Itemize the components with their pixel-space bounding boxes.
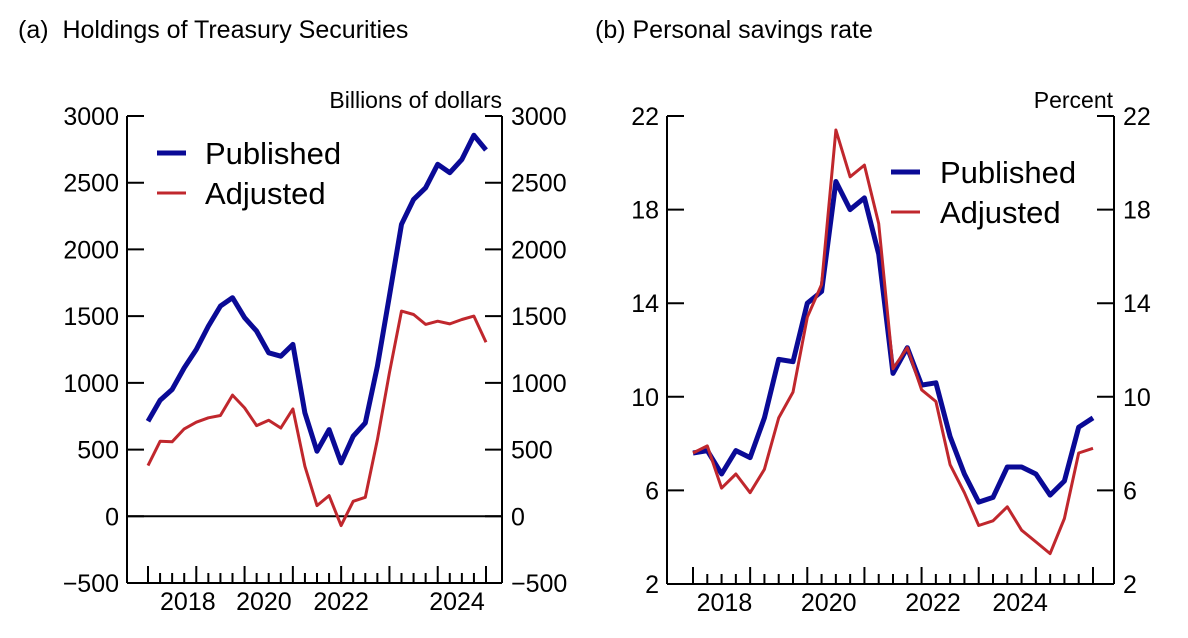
y-tick-label-right: 2 (1123, 571, 1137, 599)
y-tick-label-left: 0 (105, 503, 119, 531)
y-tick-label-left: 500 (77, 437, 119, 465)
y-tick-label-left: 18 (631, 197, 659, 225)
panel-title: (b) Personal savings rate (595, 16, 873, 44)
y-tick-label-right: −500 (511, 570, 567, 598)
series-line-published (145, 132, 488, 466)
y-tick-label-left: 2000 (63, 236, 119, 264)
y-tick-label-right: 3000 (511, 103, 567, 131)
y-tick-label-left: 10 (631, 384, 659, 412)
y-tick-label-left: 2500 (63, 170, 119, 198)
panel-title: (a) Holdings of Treasury Securities (18, 16, 408, 44)
legend-label: Adjusted (205, 176, 326, 211)
x-tick-label: 2020 (801, 589, 857, 617)
y-tick-label-right: 1500 (511, 303, 567, 331)
y-tick-label-left: 3000 (63, 103, 119, 131)
y-tick-label-right: 1000 (511, 370, 567, 398)
x-tick-label: 2022 (905, 589, 961, 617)
y-tick-label-left: 22 (631, 103, 659, 131)
x-tick-label: 2024 (992, 589, 1048, 617)
legend-label: Adjusted (940, 195, 1061, 230)
panel-personal-savings: (b) Personal savings rate Percent 2 26 610… (595, 16, 1151, 617)
y-tick-label-left: 1500 (63, 303, 119, 331)
legend-label: Published (205, 136, 341, 171)
series-line-adjusted (146, 309, 488, 528)
y-tick-label-left: 1000 (63, 370, 119, 398)
legend-label: Published (940, 155, 1076, 190)
panel-holdings-treasury: (a) Holdings of Treasury Securities Bill… (18, 16, 567, 616)
y-tick-label-right: 0 (511, 503, 525, 531)
y-tick-label-right: 10 (1123, 384, 1151, 412)
y-tick-label-right: 22 (1123, 103, 1151, 131)
y-tick-label-left: −500 (63, 570, 119, 598)
y-tick-label-left: 2 (645, 571, 659, 599)
y-tick-label-right: 2000 (511, 236, 567, 264)
series-line-adjusted (692, 128, 1094, 556)
x-tick-label: 2020 (236, 588, 292, 616)
unit-label: Billions of dollars (329, 87, 502, 113)
x-tick-label: 2018 (160, 588, 216, 616)
y-tick-label-right: 18 (1123, 197, 1151, 225)
x-tick-label: 2024 (429, 588, 485, 616)
x-tick-label: 2018 (697, 589, 753, 617)
y-tick-label-right: 14 (1123, 290, 1151, 318)
y-tick-label-right: 500 (511, 437, 553, 465)
y-tick-label-right: 2500 (511, 170, 567, 198)
y-tick-label-right: 6 (1123, 477, 1137, 505)
series-line-published (692, 179, 1095, 505)
unit-label: Percent (1034, 87, 1114, 113)
y-tick-label-left: 6 (645, 477, 659, 505)
x-tick-label: 2022 (313, 588, 369, 616)
y-tick-label-left: 14 (631, 290, 659, 318)
